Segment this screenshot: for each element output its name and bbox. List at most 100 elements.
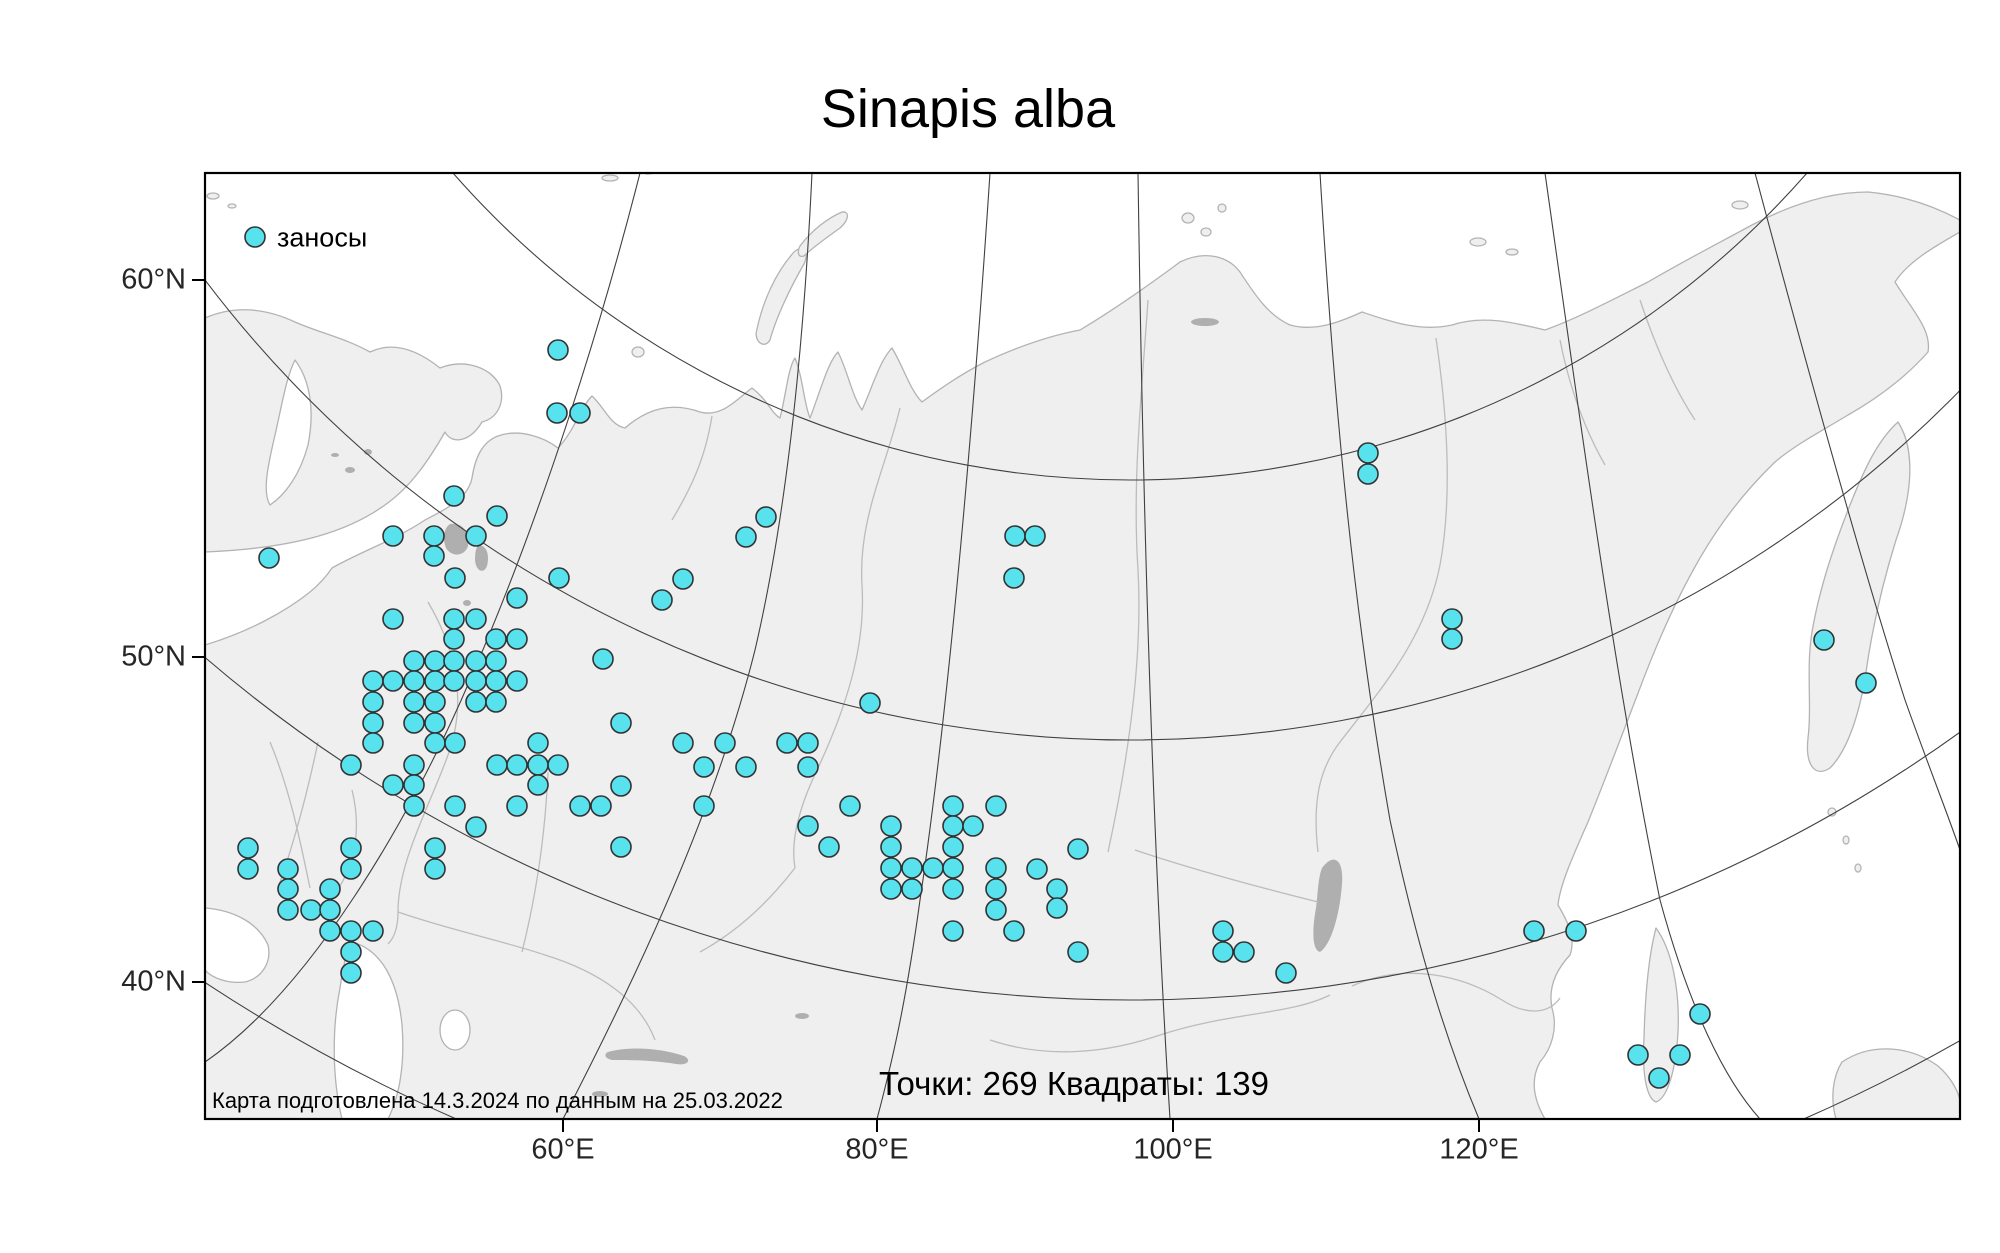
occurrence-dot[interactable] [569, 402, 591, 424]
occurrence-dot[interactable] [1212, 941, 1234, 963]
occurrence-dot[interactable] [340, 754, 362, 776]
occurrence-dot[interactable] [362, 732, 384, 754]
occurrence-dot[interactable] [1275, 962, 1297, 984]
occurrence-dot[interactable] [859, 692, 881, 714]
occurrence-dot[interactable] [465, 670, 487, 692]
occurrence-dot[interactable] [797, 815, 819, 837]
occurrence-dot[interactable] [880, 836, 902, 858]
occurrence-dot[interactable] [1046, 878, 1068, 900]
occurrence-dot[interactable] [362, 712, 384, 734]
occurrence-dot[interactable] [423, 525, 445, 547]
occurrence-dot[interactable] [590, 795, 612, 817]
occurrence-dot[interactable] [237, 837, 259, 859]
occurrence-dot[interactable] [1523, 920, 1545, 942]
occurrence-dot[interactable] [1003, 920, 1025, 942]
occurrence-dot[interactable] [985, 857, 1007, 879]
occurrence-dot[interactable] [1067, 838, 1089, 860]
occurrence-dot[interactable] [985, 899, 1007, 921]
occurrence-dot[interactable] [277, 858, 299, 880]
occurrence-dot[interactable] [1441, 628, 1463, 650]
occurrence-dot[interactable] [362, 920, 384, 942]
occurrence-dot[interactable] [1067, 941, 1089, 963]
occurrence-dot[interactable] [485, 650, 507, 672]
occurrence-dot[interactable] [922, 857, 944, 879]
occurrence-dot[interactable] [340, 858, 362, 880]
occurrence-dot[interactable] [1046, 897, 1068, 919]
occurrence-dot[interactable] [527, 754, 549, 776]
occurrence-dot[interactable] [1441, 608, 1463, 630]
occurrence-dot[interactable] [547, 754, 569, 776]
occurrence-dot[interactable] [424, 712, 446, 734]
occurrence-dot[interactable] [465, 608, 487, 630]
occurrence-dot[interactable] [424, 837, 446, 859]
occurrence-dot[interactable] [672, 568, 694, 590]
occurrence-dot[interactable] [1357, 463, 1379, 485]
occurrence-dot[interactable] [880, 878, 902, 900]
occurrence-dot[interactable] [506, 754, 528, 776]
occurrence-dot[interactable] [1024, 525, 1046, 547]
occurrence-dot[interactable] [444, 567, 466, 589]
occurrence-dot[interactable] [443, 485, 465, 507]
occurrence-dot[interactable] [382, 774, 404, 796]
occurrence-dot[interactable] [382, 608, 404, 630]
occurrence-dot[interactable] [546, 402, 568, 424]
occurrence-dot[interactable] [1627, 1044, 1649, 1066]
occurrence-dot[interactable] [942, 878, 964, 900]
occurrence-dot[interactable] [735, 526, 757, 548]
occurrence-dot[interactable] [340, 941, 362, 963]
occurrence-dot[interactable] [672, 732, 694, 754]
occurrence-dot[interactable] [735, 756, 757, 778]
occurrence-dot[interactable] [403, 670, 425, 692]
occurrence-dot[interactable] [486, 505, 508, 527]
occurrence-dot[interactable] [506, 795, 528, 817]
occurrence-dot[interactable] [424, 670, 446, 692]
occurrence-dot[interactable] [465, 816, 487, 838]
occurrence-dot[interactable] [340, 837, 362, 859]
occurrence-dot[interactable] [839, 795, 861, 817]
occurrence-dot[interactable] [818, 836, 840, 858]
occurrence-dot[interactable] [942, 815, 964, 837]
occurrence-dot[interactable] [776, 732, 798, 754]
occurrence-dot[interactable] [985, 795, 1007, 817]
occurrence-dot[interactable] [465, 525, 487, 547]
occurrence-dot[interactable] [403, 691, 425, 713]
occurrence-dot[interactable] [1689, 1003, 1711, 1025]
occurrence-dot[interactable] [797, 756, 819, 778]
occurrence-dot[interactable] [651, 589, 673, 611]
occurrence-dot[interactable] [755, 506, 777, 528]
occurrence-dot[interactable] [403, 650, 425, 672]
occurrence-dot[interactable] [486, 754, 508, 776]
occurrence-dot[interactable] [1212, 920, 1234, 942]
occurrence-dot[interactable] [277, 899, 299, 921]
occurrence-dot[interactable] [942, 836, 964, 858]
occurrence-dot[interactable] [300, 899, 322, 921]
occurrence-dot[interactable] [485, 691, 507, 713]
occurrence-dot[interactable] [319, 878, 341, 900]
occurrence-dot[interactable] [901, 878, 923, 900]
occurrence-dot[interactable] [942, 795, 964, 817]
occurrence-dot[interactable] [485, 670, 507, 692]
occurrence-dot[interactable] [443, 670, 465, 692]
occurrence-dot[interactable] [443, 628, 465, 650]
occurrence-dot[interactable] [382, 670, 404, 692]
occurrence-dot[interactable] [547, 339, 569, 361]
occurrence-dot[interactable] [340, 962, 362, 984]
occurrence-dot[interactable] [527, 732, 549, 754]
occurrence-dot[interactable] [880, 815, 902, 837]
occurrence-dot[interactable] [693, 756, 715, 778]
occurrence-dot[interactable] [1813, 629, 1835, 651]
occurrence-dot[interactable] [548, 567, 570, 589]
occurrence-dot[interactable] [340, 920, 362, 942]
occurrence-dot[interactable] [444, 732, 466, 754]
occurrence-dot[interactable] [610, 836, 632, 858]
occurrence-dot[interactable] [237, 858, 259, 880]
occurrence-dot[interactable] [277, 878, 299, 900]
occurrence-dot[interactable] [403, 754, 425, 776]
occurrence-dot[interactable] [443, 650, 465, 672]
occurrence-dot[interactable] [880, 857, 902, 879]
occurrence-dot[interactable] [319, 920, 341, 942]
occurrence-dot[interactable] [424, 691, 446, 713]
occurrence-dot[interactable] [1233, 941, 1255, 963]
occurrence-dot[interactable] [465, 691, 487, 713]
occurrence-dot[interactable] [1565, 920, 1587, 942]
